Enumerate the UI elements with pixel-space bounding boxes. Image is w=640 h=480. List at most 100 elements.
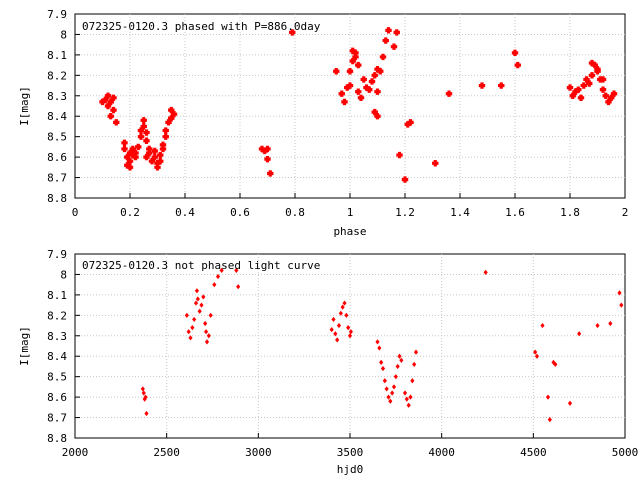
data-point <box>393 374 398 380</box>
y-tick-label: 7.9 <box>47 248 67 261</box>
data-point <box>140 386 145 392</box>
data-point <box>357 94 365 102</box>
data-point <box>534 353 540 359</box>
data-point <box>184 312 189 318</box>
chart-title: 072325-0120.3 not phased light curve <box>82 259 320 272</box>
y-tick-label: 8 <box>60 268 67 281</box>
data-point <box>170 110 178 118</box>
data-point <box>577 331 582 337</box>
x-tick-label: 1.6 <box>505 206 525 219</box>
data-point <box>346 68 354 75</box>
data-point <box>386 394 391 400</box>
data-point <box>342 300 347 306</box>
data-point <box>121 139 128 147</box>
y-tick-label: 8.5 <box>47 131 67 144</box>
data-point <box>107 113 114 120</box>
data-point <box>566 84 574 91</box>
data-point <box>190 325 195 331</box>
data-point <box>157 151 164 159</box>
x-tick-label: 4000 <box>428 446 455 459</box>
y-tick-label: 7.9 <box>47 8 67 21</box>
data-point <box>602 92 609 99</box>
data-point <box>377 68 384 75</box>
phased-light-curve-panel: 7.988.18.28.38.48.58.68.78.8 0 0.2 0.4 0.6 0… <box>18 8 628 238</box>
data-point <box>346 325 351 331</box>
data-point <box>619 302 624 308</box>
data-point <box>333 68 340 75</box>
data-point <box>498 82 505 89</box>
y-tick-label: 8.3 <box>47 90 67 103</box>
x-tick-label: 2000 <box>62 446 89 459</box>
y-tick-label: 8.6 <box>47 151 67 164</box>
data-point <box>186 329 191 335</box>
data-point <box>157 158 164 165</box>
x-tick-label: 3500 <box>337 446 364 459</box>
data-point <box>445 90 453 97</box>
data-point <box>151 153 158 161</box>
data-point <box>575 86 582 93</box>
data-point <box>432 160 439 167</box>
data-point <box>610 90 618 97</box>
data-point <box>208 312 213 318</box>
y-tick-label: 8.8 <box>47 432 67 445</box>
x-tick-label: 2500 <box>153 446 180 459</box>
x-tick-label: 4500 <box>520 446 547 459</box>
y-tick-label: 8.1 <box>47 289 67 302</box>
data-point <box>195 296 200 302</box>
data-point <box>193 300 199 306</box>
x-axis-label: hjd0 <box>337 463 364 476</box>
x-tick-label: 1 <box>347 206 354 219</box>
data-point <box>162 127 169 134</box>
data-point <box>336 322 342 329</box>
data-point <box>608 320 613 327</box>
chart-title: 072325-0120.3 phased with P=886.0day <box>82 20 321 33</box>
data-point <box>151 147 158 155</box>
y-tick-label: 8.7 <box>47 412 67 425</box>
data-point <box>599 86 607 93</box>
data-point <box>121 145 128 153</box>
y-tick-label: 8.2 <box>47 69 67 82</box>
data-point <box>599 76 607 83</box>
data-point <box>201 294 206 300</box>
data-point <box>408 394 413 400</box>
data-point <box>617 290 622 296</box>
data-point <box>588 72 596 79</box>
data-point <box>388 398 393 404</box>
data-point <box>393 29 400 36</box>
data-point <box>577 94 585 102</box>
data-point <box>413 349 419 355</box>
y-tick-label: 8.3 <box>47 330 67 343</box>
data-point <box>141 390 146 396</box>
data-point <box>264 155 271 163</box>
data-point <box>143 394 148 400</box>
data-point <box>390 390 395 396</box>
y-tick-label: 8.2 <box>47 309 67 322</box>
data-point <box>329 327 334 333</box>
data-point <box>540 322 545 329</box>
data-point <box>595 322 600 329</box>
y-axis-label: I[mag] <box>18 86 31 126</box>
data-point <box>377 345 382 351</box>
data-point <box>547 417 552 423</box>
y-tick-label: 8 <box>60 28 67 41</box>
data-point <box>379 359 384 365</box>
data-point <box>331 316 336 323</box>
data-point <box>374 113 381 120</box>
data-point <box>162 133 169 140</box>
data-point <box>335 337 340 343</box>
data-point <box>204 329 209 335</box>
data-point <box>143 137 150 144</box>
data-point <box>514 61 521 69</box>
data-point <box>154 164 161 171</box>
data-point <box>344 312 349 318</box>
data-point <box>219 267 224 273</box>
data-point <box>404 396 409 402</box>
data-point <box>401 176 409 183</box>
data-point <box>143 129 150 136</box>
data-point <box>407 119 414 126</box>
data-point <box>375 339 380 345</box>
data-point <box>390 43 398 50</box>
data-point <box>142 396 147 402</box>
data-point <box>113 119 120 126</box>
data-point <box>348 329 353 335</box>
